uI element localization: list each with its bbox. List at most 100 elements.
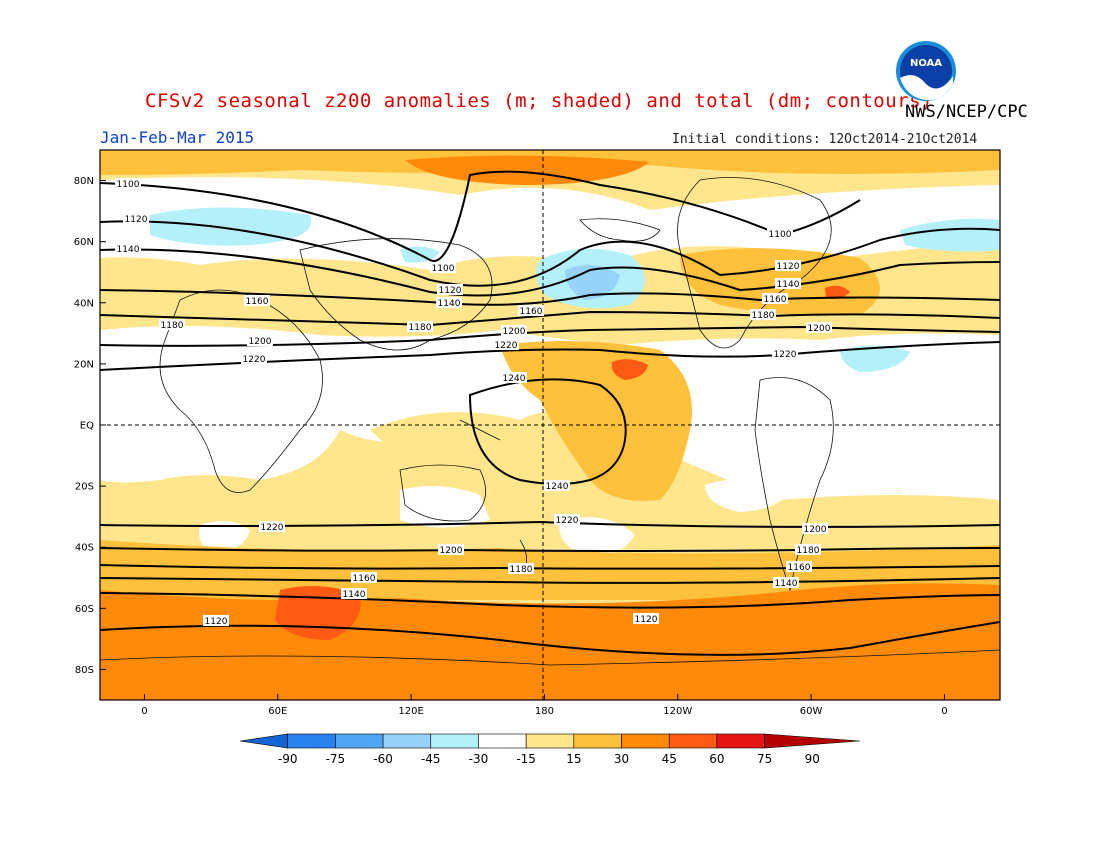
lat-label: EQ <box>80 421 94 432</box>
legend-swatch <box>621 733 670 749</box>
contour-label-bg <box>501 372 527 383</box>
legend-value: -45 <box>421 752 441 766</box>
contour-label-bg <box>772 348 798 359</box>
legend-min-arrow <box>239 733 288 749</box>
lat-label: 60N <box>74 237 94 248</box>
contour-label: 1140 <box>777 280 800 290</box>
legend-value: -90 <box>278 752 298 766</box>
contour-label-bg <box>775 278 801 289</box>
contour-label-bg <box>203 615 229 626</box>
contour-label-bg <box>407 321 433 332</box>
contour-label-bg <box>351 572 377 583</box>
contour-label-bg <box>115 243 141 254</box>
contour-label-bg <box>437 284 463 295</box>
contour-label: 1160 <box>246 297 269 307</box>
contour-label: 1220 <box>243 355 266 365</box>
contour-label: 1200 <box>249 337 272 347</box>
legend-swatch <box>668 733 718 749</box>
legend-swatch <box>525 733 575 749</box>
contour-label-bg <box>518 305 544 316</box>
contour-label-bg <box>773 577 799 588</box>
longitude-axis: 0 60E 120E 180 120W 60W 0 <box>141 694 948 717</box>
legend-value: 90 <box>805 752 820 766</box>
contour-label-bg <box>775 260 801 271</box>
contour-label: 1140 <box>117 245 140 255</box>
contour-label: 1120 <box>205 617 228 627</box>
contour-label: 1140 <box>343 590 366 600</box>
contour-label: 1200 <box>503 327 526 337</box>
contour-label: 1140 <box>438 299 461 309</box>
contour-label-bg <box>493 339 519 350</box>
lon-label: 120W <box>663 706 692 717</box>
contour-label: 1100 <box>769 230 792 240</box>
contour-label-bg <box>544 480 570 491</box>
contour-label-bg <box>241 353 267 364</box>
contour-label: 1200 <box>808 324 831 334</box>
contour-label-bg <box>123 213 149 224</box>
latitude-axis: 80N 60N 40N 20N EQ 20S 40S 60S 80S <box>74 176 106 676</box>
contour-label: 1160 <box>788 563 811 573</box>
contour-label: 1120 <box>439 286 462 296</box>
legend-swatch <box>287 733 336 749</box>
lat-label: 20N <box>74 359 94 370</box>
legend-swatch <box>382 733 432 749</box>
contour-label: 1100 <box>117 180 140 190</box>
contour-label-bg <box>341 588 367 599</box>
contour-label-bg <box>508 563 534 574</box>
lon-label: 60E <box>268 706 287 717</box>
legend-value: -15 <box>516 752 536 766</box>
legend-value: -30 <box>469 752 489 766</box>
legend-swatch <box>478 733 527 749</box>
contour-labels: 1100 1100 1100 1120 1120 1120 1140 1140 1140 1160… <box>115 178 832 627</box>
contour-label-bg <box>159 319 185 330</box>
contour-label-bg <box>259 521 285 532</box>
lat-label: 40S <box>75 543 94 554</box>
lat-label: 40N <box>74 298 94 309</box>
lon-label: 180 <box>535 706 554 717</box>
contour-label: 1220 <box>261 523 284 533</box>
lon-label: 60W <box>800 706 823 717</box>
contour-label-bg <box>762 293 788 304</box>
contour-label-bg <box>633 613 659 624</box>
forecast-period: Jan-Feb-Mar 2015 <box>100 128 255 147</box>
lat-label: 60S <box>75 604 94 615</box>
lon-label: 0 <box>941 706 947 717</box>
legend-swatch <box>573 733 622 749</box>
legend-value: -75 <box>326 752 346 766</box>
contour-label-bg <box>244 295 270 306</box>
color-legend: -90 -75 -60 -45 -30 -15 15 30 45 60 75 90 <box>239 733 861 766</box>
contour-label-bg <box>436 297 462 308</box>
contour-label-bg <box>501 325 527 336</box>
legend-value: 45 <box>662 752 677 766</box>
contour-label: 1180 <box>161 321 184 331</box>
contour-label: 1160 <box>520 307 543 317</box>
contour-label-bg <box>806 322 832 333</box>
contour-label: 1160 <box>764 295 787 305</box>
contour-label-bg <box>795 544 821 555</box>
contour-label: 1160 <box>353 574 376 584</box>
legend-value: -60 <box>373 752 393 766</box>
contour-label: 1220 <box>495 341 518 351</box>
contour-label-bg <box>115 178 141 189</box>
contour-label: 1240 <box>546 482 569 492</box>
contour-label: 1100 <box>432 264 455 274</box>
contour-label-bg <box>554 514 580 525</box>
contour-label: 1140 <box>775 579 798 589</box>
contour-label-bg <box>438 544 464 555</box>
contour-label-bg <box>247 335 273 346</box>
contour-label: 1220 <box>556 516 579 526</box>
contour-label-bg <box>750 309 776 320</box>
legend-value: 15 <box>566 752 581 766</box>
contour-label-bg <box>767 228 793 239</box>
contour-label: 1220 <box>774 350 797 360</box>
lat-label: 80S <box>75 665 94 676</box>
legend-swatch <box>430 733 479 749</box>
contour-label: 1180 <box>510 565 533 575</box>
legend-swatch <box>335 733 384 749</box>
map-title: CFSv2 seasonal z200 anomalies (m; shaded… <box>145 90 933 112</box>
contour-label-bg <box>430 262 456 273</box>
contour-label: 1180 <box>797 546 820 556</box>
lon-label: 0 <box>141 706 147 717</box>
contour-label: 1200 <box>804 525 827 535</box>
